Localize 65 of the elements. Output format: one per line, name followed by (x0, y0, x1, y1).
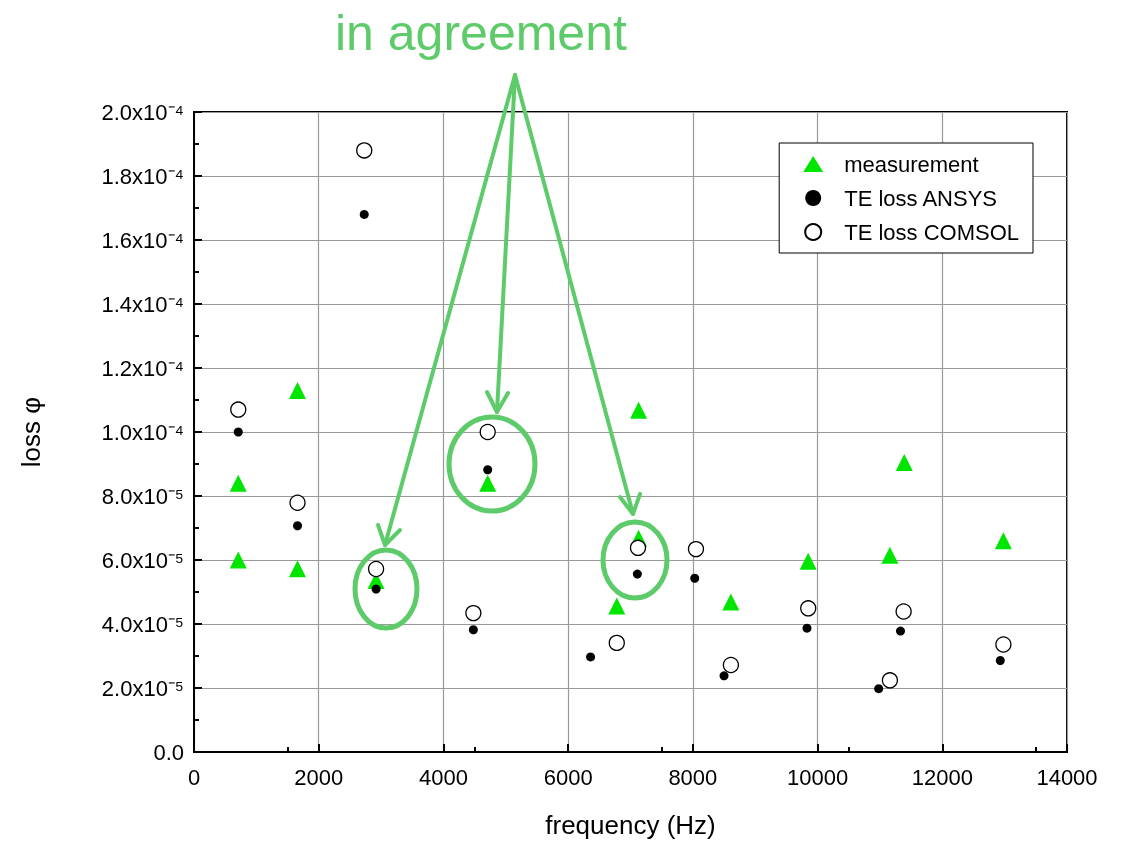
point (233, 427, 243, 437)
point (896, 626, 906, 636)
point (722, 656, 740, 674)
x-axis-title: frequency (Hz) (545, 810, 716, 840)
point (874, 684, 884, 694)
y-tick-label: 1.2x10⁻⁴ (101, 355, 184, 381)
point (881, 672, 899, 689)
y-tick-label: 1.4x10⁻⁴ (101, 291, 184, 317)
point (629, 539, 647, 556)
x-tick-label: 14000 (1036, 764, 1098, 790)
y-tick-label: 2.0x10⁻⁴ (101, 99, 184, 125)
point (479, 423, 496, 441)
point (293, 521, 303, 531)
x-tick-label: 4000 (418, 764, 468, 790)
point (800, 600, 817, 617)
y-tick-label: 8.0x10⁻⁵ (101, 483, 184, 509)
text: in agreement (335, 4, 627, 63)
point (229, 551, 247, 569)
legend-label: measurement (844, 151, 979, 177)
point (799, 552, 817, 570)
y-tick-label: 1.6x10⁻⁴ (101, 227, 184, 253)
point (995, 636, 1012, 653)
point (230, 401, 247, 418)
x-tick-label: 2000 (294, 764, 344, 790)
y-tick-label: 2.0x10⁻⁵ (101, 675, 184, 701)
point (630, 401, 648, 419)
point (289, 381, 307, 399)
point (802, 623, 812, 633)
point (690, 573, 700, 583)
point (995, 655, 1005, 665)
legend-label: TE loss COMSOL (844, 219, 1019, 245)
point (468, 625, 478, 635)
y-tick-label: 1.8x10⁻⁴ (101, 163, 184, 189)
y-tick-label: 0.0 (153, 739, 184, 765)
point (586, 652, 596, 662)
point (367, 560, 385, 578)
point (994, 532, 1012, 550)
y-tick-label: 6.0x10⁻⁵ (101, 547, 184, 573)
point (722, 593, 740, 611)
x-tick-label: 0 (187, 764, 201, 790)
point (359, 209, 369, 219)
point (687, 540, 705, 558)
point (356, 142, 373, 159)
point (289, 494, 306, 511)
point (895, 603, 912, 620)
point (895, 453, 913, 471)
point (229, 474, 247, 492)
x-tick-label: 10000 (786, 764, 849, 790)
point (479, 474, 497, 492)
legend-label: TE loss ANSYS (844, 185, 998, 211)
x-tick-label: 6000 (543, 764, 593, 790)
x-tick-label: 12000 (911, 764, 973, 790)
point (608, 634, 625, 652)
y-tick-label: 1.0x10⁻⁴ (101, 419, 184, 445)
point (719, 671, 729, 681)
y-axis-title: loss φ (16, 396, 46, 468)
point (289, 560, 307, 578)
point (881, 546, 899, 564)
point (632, 569, 642, 579)
point (465, 604, 482, 622)
x-tick-label: 8000 (668, 764, 718, 790)
point (483, 465, 493, 475)
y-tick-label: 4.0x10⁻⁵ (101, 611, 184, 637)
point (371, 584, 381, 594)
point (608, 597, 626, 615)
